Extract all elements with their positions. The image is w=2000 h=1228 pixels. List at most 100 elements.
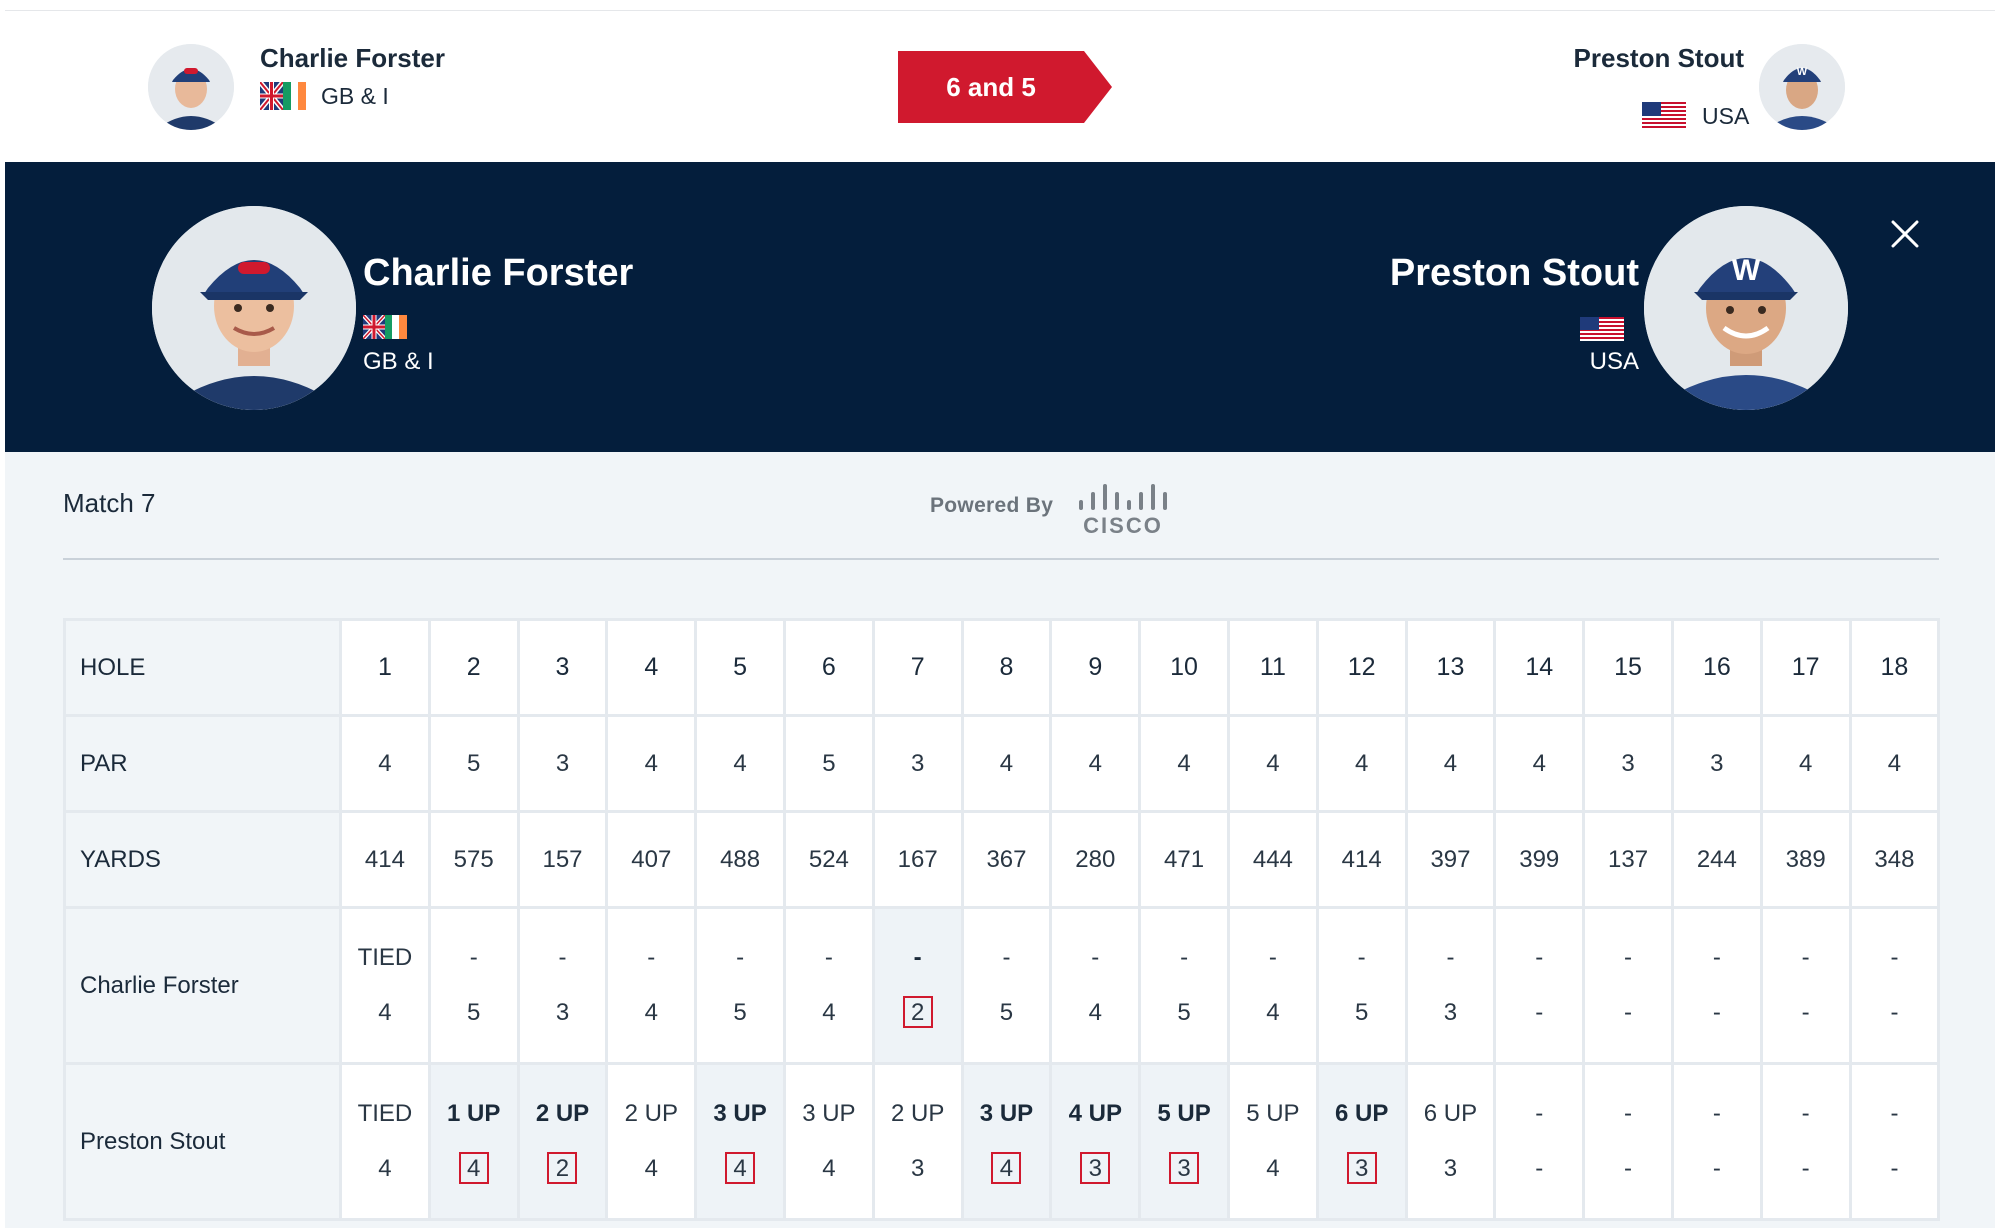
yards-row-cell-4: 407 [605, 810, 698, 909]
player1-row: Charlie Forster TIED 4-5-3-4-5-4-2-5-4-5-4… [63, 906, 1941, 1065]
match-status: 3 UP [713, 1099, 767, 1127]
hole-winning-score: 4 [725, 1151, 756, 1184]
hole-row-cell-10: 10 [1138, 618, 1230, 717]
hole-row-cell-13: 13 [1404, 618, 1497, 717]
match-status: 2 UP [624, 1099, 678, 1127]
match-status: 4 UP [1068, 1099, 1122, 1127]
player2-row-hole-8: 3 UP 4 [960, 1062, 1053, 1221]
player1-row-hole-10: -5 [1138, 906, 1230, 1065]
match-status: - [1535, 1099, 1544, 1127]
match-status: 1 UP [447, 1099, 501, 1127]
hole-row-cell-12: 12 [1315, 618, 1408, 717]
yards-row-cell-18: 348 [1848, 810, 1941, 909]
player2-row-hole-14: -- [1493, 1062, 1586, 1221]
yards-row-cell-12: 414 [1315, 810, 1408, 909]
player2-row-hole-6: 3 UP 4 [782, 1062, 875, 1221]
hole-score: - [1712, 1154, 1721, 1182]
match-status: - [1180, 943, 1189, 971]
player2-row: Preston Stout TIED 4 1 UP 4 2 UP 2 2 UP 4 3 UP 4 3 … [63, 1062, 1941, 1221]
hole-score: 4 [644, 1154, 658, 1182]
close-button[interactable] [1885, 214, 1925, 254]
hole-row-cell-3: 3 [516, 618, 609, 717]
match-status: - [1091, 943, 1100, 971]
hole-row-cell-11: 11 [1226, 618, 1319, 717]
match-status: - [1801, 1099, 1810, 1127]
match-status: - [1002, 943, 1011, 971]
hole-score: 4 [822, 998, 836, 1026]
hole-row: HOLE 1 2 3 4 5 6 7 8 9 10 11 12 13 14 15 16 17 18 [63, 618, 1941, 717]
player1-row-hole-9: -4 [1049, 906, 1142, 1065]
hole-score: - [1890, 1154, 1899, 1182]
match-status: 2 UP [535, 1099, 590, 1127]
player2-country: USA [1702, 103, 1750, 129]
yards-row: YARDS 414 575 157 407 488 524 167 367 280 471 444 41… [63, 810, 1941, 909]
hole-score: 5 [999, 998, 1014, 1026]
par-row-cell-10: 4 [1138, 714, 1230, 813]
hole-score: - [1890, 998, 1899, 1026]
yards-row-cell-17: 389 [1759, 810, 1852, 909]
player1-hero-name: Charlie Forster [363, 252, 634, 294]
par-row-cell-18: 4 [1848, 714, 1941, 813]
player1-hero-country: GB & I [363, 348, 434, 375]
usa-flag-hero-icon [1580, 317, 1624, 341]
hole-winning-score: 3 [1169, 1151, 1200, 1184]
hole-row-cell-7: 7 [871, 618, 964, 717]
hole-score: - [1801, 1154, 1810, 1182]
player1-portrait-icon [148, 44, 234, 130]
hole-score: - [1712, 998, 1721, 1026]
cisco-logo-icon: CISCO [1079, 484, 1167, 536]
close-icon [1891, 220, 1919, 248]
match-status: - [1446, 943, 1455, 971]
hole-winning-score: 3 [1080, 1151, 1111, 1184]
scorecard-panel: Match 7 Powered By CISCO HOLE 1 2 3 4 5 6 7 8 9 10… [5, 452, 1995, 1228]
player2-row-hole-4: 2 UP 4 [605, 1062, 698, 1221]
player1-row-hole-5: -5 [694, 906, 786, 1065]
par-row-cell-14: 4 [1493, 714, 1586, 813]
hole-score: 4 [822, 1154, 836, 1182]
player2-hero-name: Preston Stout [1389, 252, 1639, 294]
player1-row-hole-12: -5 [1315, 906, 1408, 1065]
hole-row-cell-15: 15 [1582, 618, 1674, 717]
player1-row-hole-17: -- [1759, 906, 1852, 1065]
player1-row-hole-2: -5 [427, 906, 520, 1065]
player2-row-label: Preston Stout [63, 1062, 342, 1221]
yards-row-cell-3: 157 [516, 810, 609, 909]
hole-row-cell-4: 4 [605, 618, 698, 717]
par-row-cell-8: 4 [960, 714, 1053, 813]
hole-score: - [1535, 998, 1544, 1026]
hole-score: 5 [1177, 998, 1191, 1026]
yards-row-cell-2: 575 [427, 810, 520, 909]
match-status: - [1268, 943, 1277, 971]
hole-row-cell-17: 17 [1759, 618, 1852, 717]
hole-score: - [1624, 1154, 1633, 1182]
player1-row-hole-8: -5 [960, 906, 1053, 1065]
player1-row-hole-6: -4 [782, 906, 875, 1065]
player1-portrait-large-icon [152, 206, 356, 410]
player1-row-hole-14: -- [1493, 906, 1586, 1065]
hole-score: 4 [644, 998, 658, 1026]
hole-winning-score: 2 [902, 995, 933, 1028]
scorecard-table: HOLE 1 2 3 4 5 6 7 8 9 10 11 12 13 14 15 16 17 18 PAR 4 5 3 4 4 5… [63, 618, 1941, 1221]
player1-name[interactable]: Charlie Forster [260, 43, 445, 73]
match-status: 6 UP [1334, 1099, 1389, 1127]
player1-row-hole-1: TIED 4 [339, 906, 431, 1065]
match-status: - [647, 943, 656, 971]
powered-by-text: Powered By [930, 494, 1054, 517]
par-row-cell-3: 3 [516, 714, 609, 813]
par-row-cell-12: 4 [1315, 714, 1408, 813]
hole-row-cell-16: 16 [1670, 618, 1763, 717]
hole-row-cell-5: 5 [694, 618, 786, 717]
yards-row-cell-10: 471 [1138, 810, 1230, 909]
player1-row-hole-15: -- [1582, 906, 1674, 1065]
match-status: - [1801, 943, 1810, 971]
match-status: - [469, 943, 478, 971]
hole-row-cell-2: 2 [427, 618, 520, 717]
hole-score: - [1535, 1154, 1544, 1182]
hole-row-cell-14: 14 [1493, 618, 1586, 717]
hole-winning-score: 4 [991, 1151, 1022, 1184]
hole-score: 3 [555, 998, 570, 1026]
match-result-text: 6 and 5 [946, 72, 1036, 102]
hole-score: 5 [467, 998, 481, 1026]
player2-row-hole-16: -- [1670, 1062, 1763, 1221]
player2-name[interactable]: Preston Stout [1573, 43, 1744, 73]
